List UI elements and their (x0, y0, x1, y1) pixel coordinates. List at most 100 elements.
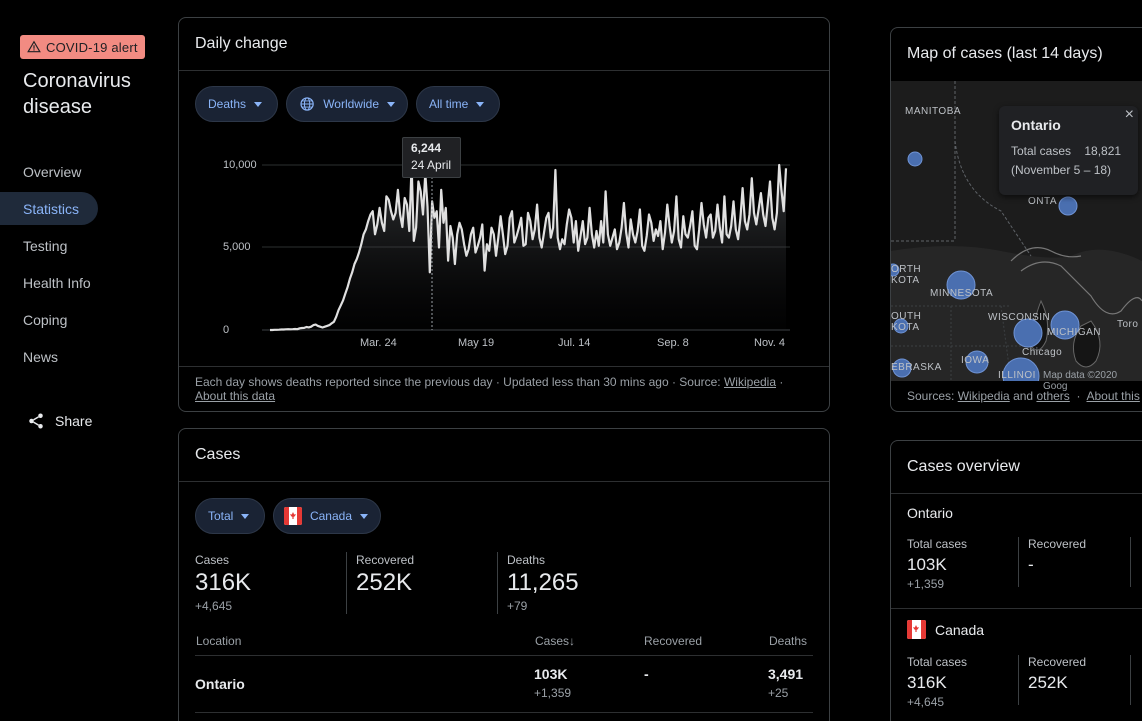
cases-overview-title: Cases overview (891, 441, 1142, 494)
stat-label: Total cases (907, 655, 968, 669)
x-tick-label: Sep. 8 (657, 337, 689, 349)
daily-change-title: Daily change (179, 18, 829, 71)
nav-item-statistics[interactable]: Statistics (0, 192, 98, 225)
chevron-down-icon (360, 513, 368, 519)
divider (1018, 537, 1019, 587)
overview-canada-total: Total cases 316K +4,645 (907, 655, 967, 709)
row-recovered: - (644, 666, 649, 682)
app-title: Coronavirus disease (23, 70, 131, 118)
about-data-link[interactable]: About this data (195, 389, 276, 403)
row-cases-delta: +1,359 (534, 686, 572, 700)
chart-tooltip: 6,244 24 April (402, 137, 461, 178)
daily-change-card: Daily change (178, 17, 830, 412)
cases-region-dropdown[interactable]: Canada (273, 498, 381, 534)
column-header-deaths[interactable]: Deaths (769, 634, 808, 648)
daily-deaths-chart[interactable] (262, 150, 790, 338)
map-tooltip-body: Total cases 18,821 (November 5 – 18) (1011, 142, 1126, 180)
region-dropdown[interactable]: Worldwide (286, 86, 408, 122)
covid-alert-badge[interactable]: COVID-19 alert (20, 35, 145, 59)
map-title: Map of cases (last 14 days) (891, 28, 1142, 82)
stat-label: Deaths (507, 553, 546, 567)
footnote-text: Each day shows deaths reported since the… (195, 375, 721, 389)
map-label: EBRASKA (891, 362, 942, 373)
chevron-down-icon (476, 101, 485, 107)
map-label: ILLINOI (998, 370, 1036, 381)
metric-dropdown-label: Deaths (208, 97, 247, 111)
stat-label: Cases (195, 553, 230, 567)
stat-label: Recovered (1028, 537, 1087, 551)
canada-flag-icon (907, 620, 926, 639)
map-tooltip-label: Total cases (1011, 144, 1072, 158)
map-tooltip-title: Ontario (1011, 117, 1061, 133)
chart-footnote: Each day shows deaths reported since the… (195, 375, 784, 403)
chevron-down-icon (241, 513, 250, 519)
map-label: MICHIGAN (1047, 327, 1101, 338)
sources-wikipedia-link[interactable]: Wikipedia (957, 389, 1010, 403)
source-link[interactable]: Wikipedia (723, 375, 777, 389)
x-tick-label: Mar. 24 (360, 337, 397, 349)
map-label: MINNESOTA (930, 288, 994, 299)
x-tick-label: May 19 (458, 337, 495, 349)
column-header-recovered[interactable]: Recovered (644, 634, 703, 648)
sources-others-link[interactable]: others (1036, 389, 1070, 403)
share-button[interactable]: Share (27, 412, 92, 430)
overview-ontario-name: Ontario (907, 505, 953, 521)
divider (179, 366, 829, 367)
series-line (270, 163, 788, 332)
map-label: Toro (1117, 319, 1139, 330)
map-label: ORTH (891, 264, 922, 275)
range-dropdown[interactable]: All time (416, 86, 500, 122)
stat-delta: +4,645 (195, 599, 233, 613)
nav-item-coping[interactable]: Coping (23, 311, 68, 328)
globe-icon (300, 97, 314, 111)
y-tick-label: 0 (223, 324, 230, 336)
range-dropdown-label: All time (429, 97, 469, 111)
map-label: KOTA (891, 275, 920, 286)
overview-ontario-recovered: Recovered - (1028, 537, 1086, 575)
stat-delta: +79 (507, 599, 528, 613)
column-header-location[interactable]: Location (196, 634, 242, 648)
map-label: Chicago (1022, 347, 1063, 358)
nav-item-news[interactable]: News (23, 348, 59, 365)
table-row[interactable]: Ontario 103K +1,359 - 3,491 +25 (195, 656, 813, 712)
overview-ontario-total: Total cases 103K +1,359 (907, 537, 967, 591)
nav-item-overview[interactable]: Overview (23, 163, 82, 180)
nav-item-testing[interactable]: Testing (23, 237, 68, 254)
share-label: Share (55, 413, 93, 429)
stat-value: 316K (907, 673, 947, 692)
map-tooltip-period: (November 5 – 18) (1011, 163, 1112, 177)
stat-delta: +4,645 (907, 695, 945, 709)
divider (195, 655, 813, 656)
column-header-cases[interactable]: Cases↓ (535, 634, 575, 648)
cases-region-label: Canada (309, 509, 352, 523)
map-label: IOWA (961, 355, 990, 366)
overview-canada-name: Canada (935, 621, 985, 638)
cases-card: Cases (178, 428, 830, 721)
map-tooltip-value: 18,821 (1084, 144, 1122, 158)
stat-label: Recovered (1028, 655, 1087, 669)
sort-down-icon: ↓ (569, 634, 576, 648)
region-dropdown-label: Worldwide (323, 97, 379, 111)
metric-dropdown[interactable]: Deaths (195, 86, 278, 122)
cases-metric-dropdown[interactable]: Total (195, 498, 265, 534)
map-about-link[interactable]: About this (1086, 389, 1140, 403)
warning-icon (27, 40, 41, 53)
stat-value: 252K (1028, 673, 1068, 692)
row-cases: 103K (534, 666, 568, 682)
stat-delta: +1,359 (907, 577, 945, 591)
map-attribution: Map data ©2020 Goog (1043, 370, 1118, 392)
sources-and: and (1013, 389, 1034, 403)
stat-value: 316K (195, 569, 252, 596)
close-icon[interactable]: × (1124, 106, 1134, 123)
y-tick-label: 10,000 (223, 159, 257, 171)
share-icon (29, 413, 43, 429)
cases-header-label: Cases (535, 634, 570, 648)
cases-map[interactable] (891, 81, 1142, 381)
map-tooltip: Ontario Total cases 18,821 (November 5 –… (999, 106, 1138, 195)
stat-recovered: Recovered 252K (356, 553, 414, 597)
nav-item-health-info[interactable]: Health Info (23, 274, 91, 291)
map-label: MANITOBA (905, 106, 962, 117)
map-label: OUTH (891, 311, 922, 322)
x-tick-label: Jul. 14 (558, 337, 591, 349)
stat-value: 11,265 (507, 569, 579, 596)
